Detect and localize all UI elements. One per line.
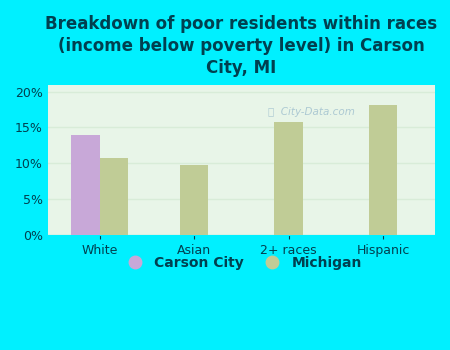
Bar (180, 164, 208, 235)
Bar (100, 158, 128, 235)
Bar (369, 105, 397, 235)
Legend: Carson City, Michigan: Carson City, Michigan (116, 251, 367, 276)
Title: Breakdown of poor residents within races
(income below poverty level) in Carson
: Breakdown of poor residents within races… (45, 15, 437, 77)
Bar (72, 135, 100, 235)
Text: ⓘ  City-Data.com: ⓘ City-Data.com (268, 106, 355, 117)
Bar (274, 122, 303, 235)
